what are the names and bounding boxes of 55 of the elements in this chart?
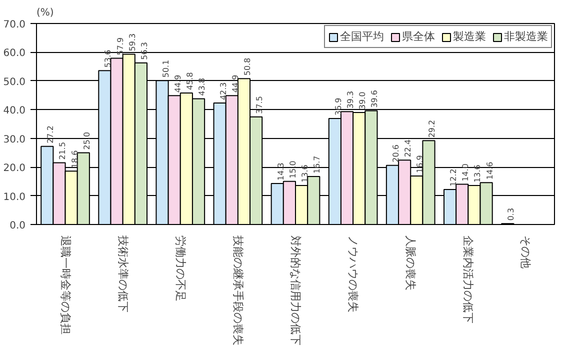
data-label: 39.6 <box>370 90 380 108</box>
x-tick-label: 労働力の不足 <box>174 236 187 302</box>
data-label: 20.6 <box>391 144 400 162</box>
data-label: 39.0 <box>358 92 368 110</box>
data-label: 14.0 <box>461 163 470 182</box>
x-tick-label: その他 <box>519 236 532 268</box>
data-label: 53.6 <box>104 50 113 68</box>
y-tick-label: 70.0 <box>3 20 26 30</box>
data-label: 13.6 <box>473 164 482 182</box>
data-label: 27.2 <box>46 126 56 144</box>
legend-label: 製造業 <box>453 29 486 44</box>
data-label: 16.9 <box>416 155 425 173</box>
data-label: 29.2 <box>428 120 437 138</box>
data-label: 39.3 <box>346 90 356 109</box>
y-tick-label: 50.0 <box>3 76 26 88</box>
data-label: 22.4 <box>404 139 413 158</box>
data-label: 37.5 <box>255 96 264 114</box>
data-label: 42.3 <box>218 82 228 100</box>
x-tick-label: ノウハウの喪失 <box>346 236 360 312</box>
data-label: 56.3 <box>140 42 149 60</box>
x-tick-label: 退職一時金等の負担 <box>58 236 72 334</box>
data-label: 13.6 <box>300 164 310 182</box>
data-label: 57.9 <box>116 37 125 56</box>
data-label: 16.7 <box>312 156 322 174</box>
y-tick-label: 30.0 <box>3 134 26 146</box>
data-label: 12.2 <box>449 168 458 186</box>
x-tick-label: 技能の継承手段の喪失 <box>231 234 244 346</box>
data-label: 21.5 <box>58 142 68 160</box>
x-tick-label: 企業内活力の低下 <box>462 236 475 324</box>
y-tick-label: 20.0 <box>3 163 26 174</box>
x-tick-label: 対外的な信用力の低下 <box>289 236 302 346</box>
y-tick-label: 0.0 <box>10 220 26 232</box>
data-label: 50.8 <box>242 58 252 76</box>
legend-label: 全国平均 <box>340 29 384 44</box>
y-tick-label: 60.0 <box>3 48 26 60</box>
data-label: 15.0 <box>288 160 298 178</box>
x-tick-label: 人脈の喪失 <box>404 236 418 290</box>
y-axis-title: (%) <box>36 8 54 18</box>
data-label: 44.9 <box>173 74 182 93</box>
data-label: 45.8 <box>185 72 194 90</box>
data-label: 0.3 <box>506 208 516 221</box>
y-tick-label: 10.0 <box>3 192 26 203</box>
x-tick-label: 技術水準の低下 <box>116 234 130 312</box>
data-label: 18.6 <box>70 150 80 168</box>
data-label: 36.9 <box>334 98 343 116</box>
data-label: 25.0 <box>82 132 92 150</box>
y-tick-label: 40.0 <box>3 106 26 117</box>
data-label: 50.1 <box>161 60 170 78</box>
data-label: 14.6 <box>485 162 494 180</box>
data-label: 44.9 <box>230 74 240 93</box>
legend-label: 非製造業 <box>504 29 548 44</box>
data-label: 14.3 <box>276 162 286 180</box>
legend-label: 県全体 <box>402 29 435 44</box>
data-label: 59.3 <box>128 33 137 52</box>
data-label: 43.8 <box>198 78 207 96</box>
